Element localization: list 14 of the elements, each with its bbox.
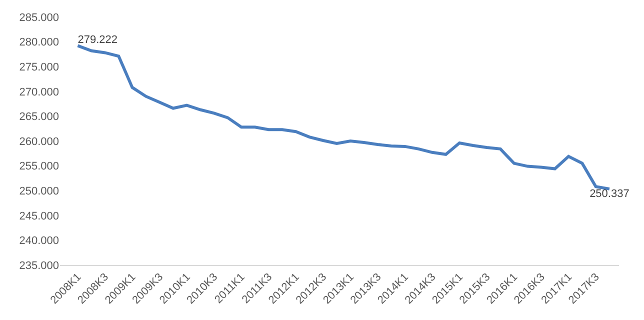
y-tick-label: 240.000 bbox=[19, 235, 59, 248]
y-tick-label: 280.000 bbox=[19, 36, 59, 49]
y-tick-label: 265.000 bbox=[19, 111, 59, 124]
y-tick-label: 270.000 bbox=[19, 86, 59, 98]
y-tick-label: 250.000 bbox=[19, 185, 59, 198]
line-series bbox=[76, 44, 611, 190]
y-tick-label: 255.000 bbox=[19, 160, 59, 173]
data-label: 279.222 bbox=[78, 34, 118, 46]
y-tick-label: 235.000 bbox=[19, 260, 59, 272]
y-tick-label: 285.000 bbox=[19, 12, 59, 24]
y-tick-label: 260.000 bbox=[19, 136, 59, 148]
y-tick-label: 245.000 bbox=[19, 210, 59, 222]
y-tick-label: 275.000 bbox=[19, 61, 59, 74]
data-label: 250.337 bbox=[590, 188, 630, 200]
